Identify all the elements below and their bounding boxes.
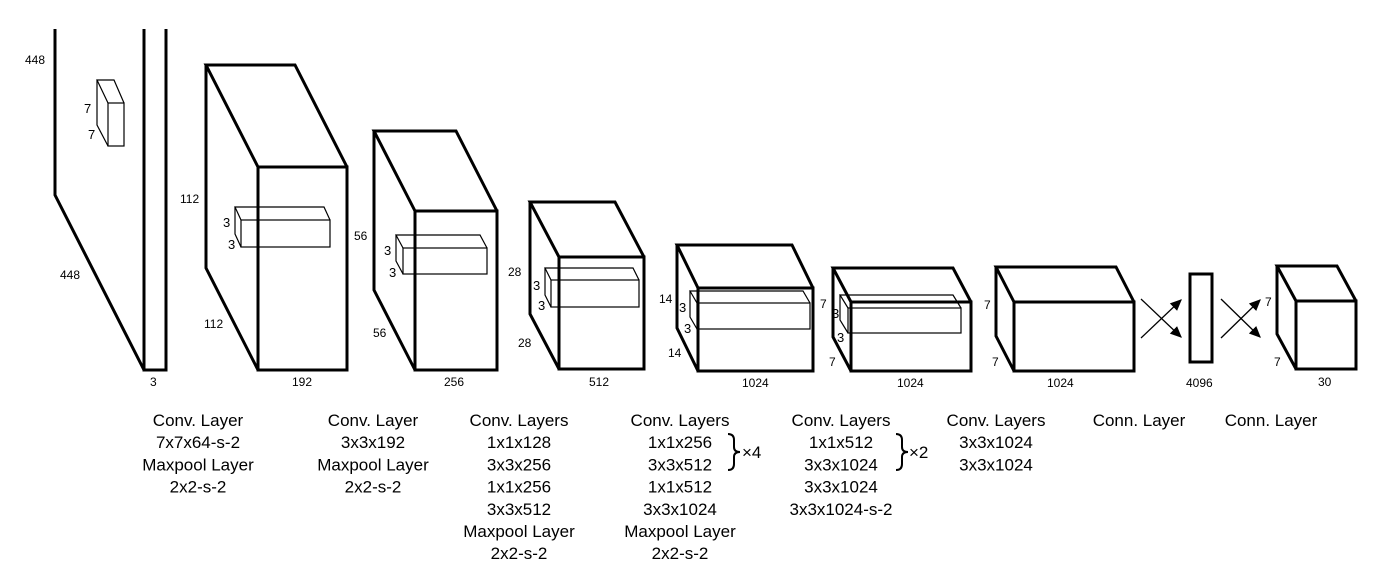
repeat-count: ×4 <box>742 443 761 462</box>
feature-map-14 <box>674 243 815 373</box>
layer-caption: Conv. Layers 3x3x1024 3x3x1024 <box>947 411 1046 474</box>
dim-label: 56 <box>354 229 368 243</box>
caption-line: 2x2-s-2 <box>345 478 402 497</box>
repeat-brace-x2: ×2 <box>895 433 928 471</box>
caption-line: 3x3x1024 <box>804 455 878 474</box>
caption-line: 7x7x64-s-2 <box>156 433 240 452</box>
kernel-3x3 <box>688 290 811 330</box>
caption-line: 3x3x512 <box>487 500 551 519</box>
dim-label: 1024 <box>1047 376 1074 390</box>
dim-label: 3 <box>228 237 235 252</box>
input-image-slab <box>53 29 168 372</box>
caption-line: Conn. Layer <box>1093 411 1186 430</box>
caption-line: 3x3x1024-s-2 <box>789 500 892 519</box>
caption-line: 3x3x1024 <box>959 455 1033 474</box>
dim-label: 3 <box>223 215 230 230</box>
dim-label: 28 <box>508 265 522 279</box>
dim-label: 7 <box>992 355 999 369</box>
caption-line: Conv. Layers <box>470 411 569 430</box>
caption-line: Conn. Layer <box>1225 411 1318 430</box>
dim-label: 3 <box>832 306 839 321</box>
caption-line: Conv. Layer <box>153 411 244 430</box>
caption-line: Maxpool Layer <box>317 455 429 474</box>
dim-label: 3 <box>684 321 691 336</box>
dim-label: 7 <box>829 355 836 369</box>
caption-line: Maxpool Layer <box>624 522 736 541</box>
dim-label: 7 <box>820 297 827 311</box>
layer-caption: Conn. Layer <box>1093 411 1186 430</box>
feature-map-112 <box>203 63 349 372</box>
layer-caption: Conv. Layers 1x1x512 3x3x1024 3x3x1024 3x3x1… <box>789 411 892 519</box>
caption-line: Conv. Layer <box>328 411 419 430</box>
dim-label: 3 <box>837 330 844 345</box>
caption-line: 1x1x128 <box>487 433 551 452</box>
fc-arrows-2 <box>1220 298 1261 339</box>
feature-map-7a <box>830 266 973 373</box>
dim-label: 7 <box>84 101 91 116</box>
dim-label: 448 <box>60 268 80 282</box>
dim-label: 56 <box>373 326 387 340</box>
dim-label: 28 <box>518 336 532 350</box>
layer-caption: Conv. Layer 7x7x64-s-2 Maxpool Layer 2x2-s-… <box>142 411 254 497</box>
dim-label: 3 <box>384 243 391 258</box>
caption-line: 1x1x256 <box>648 433 712 452</box>
layer-caption: Conv. Layer 3x3x192 Maxpool Layer 2x2-s-2 <box>317 411 429 497</box>
output-tensor-7x7x30 <box>1274 264 1358 371</box>
kernel-3x3 <box>544 267 640 308</box>
caption-line: 2x2-s-2 <box>170 478 227 497</box>
dim-label: 448 <box>25 53 45 67</box>
dim-label: 512 <box>589 375 609 389</box>
dim-label: 112 <box>204 317 223 331</box>
caption-line: 3x3x256 <box>487 455 551 474</box>
dim-label: 3 <box>533 278 540 293</box>
layer-caption: Conn. Layer <box>1225 411 1318 430</box>
dim-label: 1024 <box>897 376 924 390</box>
dim-label: 7 <box>88 127 95 142</box>
dim-label: 3 <box>679 300 686 315</box>
dim-label: 30 <box>1318 375 1332 389</box>
dim-label: 256 <box>444 375 464 389</box>
caption-line: 3x3x512 <box>648 455 712 474</box>
caption-line: Conv. Layers <box>792 411 891 430</box>
layer-caption: Conv. Layers 1x1x256 3x3x512 1x1x512 3x3x102… <box>624 411 736 563</box>
caption-line: 3x3x192 <box>341 433 405 452</box>
dim-label: 4096 <box>1186 376 1213 390</box>
dim-label: 3 <box>538 298 545 313</box>
dim-label: 192 <box>292 375 312 389</box>
kernel-3x3 <box>838 294 962 334</box>
fc-arrows-1 <box>1140 298 1182 339</box>
layer-caption: Conv. Layers 1x1x128 3x3x256 1x1x256 3x3x512… <box>463 411 575 563</box>
caption-line: Maxpool Layer <box>142 455 254 474</box>
repeat-brace-x4: ×4 <box>727 433 761 471</box>
dim-label: 1024 <box>742 376 769 390</box>
dim-label: 7 <box>1274 355 1281 369</box>
feature-map-28 <box>527 200 646 371</box>
kernel-3x3 <box>234 206 331 248</box>
caption-line: 3x3x1024 <box>804 478 878 497</box>
feature-map-56 <box>371 129 499 372</box>
caption-line: 1x1x512 <box>809 433 873 452</box>
repeat-count: ×2 <box>909 443 928 462</box>
dim-label: 7 <box>984 298 991 312</box>
caption-line: 1x1x256 <box>487 478 551 497</box>
dim-label: 7 <box>1265 295 1272 309</box>
caption-line: 2x2-s-2 <box>652 544 709 563</box>
dim-label: 14 <box>659 292 673 306</box>
kernel-7x7 <box>96 79 125 147</box>
dim-label: 112 <box>180 192 199 206</box>
caption-line: 1x1x512 <box>648 478 712 497</box>
caption-line: 3x3x1024 <box>959 433 1033 452</box>
caption-line: 2x2-s-2 <box>491 544 548 563</box>
fc-layer-4096 <box>1188 272 1214 364</box>
caption-line: Conv. Layers <box>631 411 730 430</box>
caption-line: Conv. Layers <box>947 411 1046 430</box>
dim-label: 3 <box>150 375 157 389</box>
caption-line: 3x3x1024 <box>643 500 717 519</box>
dim-label: 3 <box>389 265 396 280</box>
kernel-3x3 <box>394 234 488 275</box>
caption-line: Maxpool Layer <box>463 522 575 541</box>
feature-map-7b <box>993 265 1136 373</box>
dim-label: 14 <box>668 346 682 360</box>
